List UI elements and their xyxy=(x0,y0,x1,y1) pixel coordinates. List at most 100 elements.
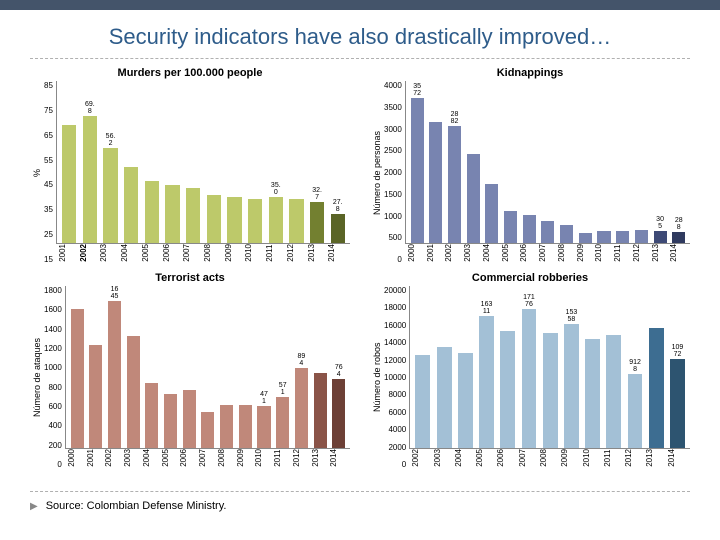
y-axis-label: % xyxy=(30,81,44,264)
bar xyxy=(71,309,84,449)
bar-wrap xyxy=(501,81,520,243)
bar-wrap xyxy=(180,286,199,448)
bar xyxy=(500,331,515,449)
bar xyxy=(83,116,97,243)
bar xyxy=(295,368,308,449)
bar-wrap xyxy=(162,81,183,243)
source-text: Source: Colombian Defense Ministry. xyxy=(46,500,227,512)
bar-wrap: 912 8 xyxy=(624,286,645,448)
bar-wrap: 16 45 xyxy=(105,286,124,448)
bar-wrap xyxy=(483,81,502,243)
bar xyxy=(606,335,621,449)
bar-wrap xyxy=(455,286,476,448)
bar-wrap xyxy=(124,286,143,448)
y-ticks: 8575655545352515 xyxy=(44,81,56,264)
bar xyxy=(239,405,252,448)
bar-value-label: 89 4 xyxy=(297,353,305,367)
bars: 16 4547 157 189 476 4 xyxy=(66,286,350,448)
bar xyxy=(649,328,664,448)
bar-value-label: 47 1 xyxy=(260,391,268,405)
bar xyxy=(145,383,158,448)
bar xyxy=(108,301,121,448)
bar-wrap: 28 82 xyxy=(445,81,464,243)
bar-value-label: 912 8 xyxy=(629,359,641,373)
bar-wrap xyxy=(613,81,632,243)
bar-value-label: 27. 8 xyxy=(333,199,343,213)
bar-wrap xyxy=(646,286,667,448)
chart-body: Número de robos2000018000160001400012000… xyxy=(370,286,690,469)
bar-value-label: 35 72 xyxy=(413,83,421,97)
bar xyxy=(670,359,685,448)
bar xyxy=(248,199,262,243)
bar-wrap: 171 76 xyxy=(518,286,539,448)
bar xyxy=(165,185,179,243)
bar-wrap: 47 1 xyxy=(255,286,274,448)
bar xyxy=(276,397,289,448)
chart-0: Murders per 100.000 people%8575655545352… xyxy=(30,67,350,264)
bar-wrap xyxy=(142,81,163,243)
chart-body: Número de ataques18001600140012001000800… xyxy=(30,286,350,469)
bar-wrap xyxy=(433,286,454,448)
bar xyxy=(672,232,685,244)
bar-wrap: 109 72 xyxy=(667,286,688,448)
bar xyxy=(543,333,558,448)
bar-wrap xyxy=(412,286,433,448)
bar xyxy=(127,336,140,449)
plot-area: 16 4547 157 189 476 4 xyxy=(65,286,350,449)
bar-value-label: 56. 2 xyxy=(106,133,116,147)
bar-wrap: 69. 8 xyxy=(80,81,101,243)
chart-title: Kidnappings xyxy=(370,67,690,79)
charts-grid: Murders per 100.000 people%8575655545352… xyxy=(0,59,720,469)
bar-wrap xyxy=(199,286,218,448)
bars: 35 72 28 82 30 5 28 8 xyxy=(406,81,690,243)
bar xyxy=(579,233,592,243)
bar xyxy=(585,339,600,448)
bar xyxy=(541,221,554,243)
bar xyxy=(437,347,452,448)
bar xyxy=(467,154,480,243)
bar-wrap xyxy=(497,286,518,448)
bar-wrap xyxy=(464,81,483,243)
bar-wrap xyxy=(143,286,162,448)
bar xyxy=(415,355,430,448)
top-bar xyxy=(0,0,720,10)
bar-wrap: 28 8 xyxy=(669,81,688,243)
bar-wrap xyxy=(59,81,80,243)
bar-value-label: 30 5 xyxy=(656,216,664,230)
bar-wrap xyxy=(121,81,142,243)
bar-wrap xyxy=(540,286,561,448)
bar-wrap xyxy=(311,286,330,448)
bar-wrap xyxy=(632,81,651,243)
bar-wrap xyxy=(576,81,595,243)
bar xyxy=(448,126,461,243)
bar-wrap: 32. 7 xyxy=(307,81,328,243)
source-row: ▶ Source: Colombian Defense Ministry. xyxy=(0,492,720,512)
bar-value-label: 28 82 xyxy=(451,111,459,125)
chart-1: KidnappingsNúmero de personas40003500300… xyxy=(370,67,690,264)
bar-value-label: 171 76 xyxy=(523,294,535,308)
y-ticks: 2000018000160001400012000100008000600040… xyxy=(384,286,409,469)
bar xyxy=(628,374,643,448)
bar xyxy=(257,406,270,448)
bar xyxy=(331,214,345,244)
bar-value-label: 109 72 xyxy=(672,344,684,358)
bar xyxy=(635,230,648,243)
bar-wrap: 56. 2 xyxy=(100,81,121,243)
plot-area: 35 72 28 82 30 5 28 8 xyxy=(405,81,690,244)
bar-wrap: 30 5 xyxy=(651,81,670,243)
bar-wrap xyxy=(236,286,255,448)
page-title: Security indicators have also drasticall… xyxy=(0,10,720,58)
bar-wrap xyxy=(68,286,87,448)
x-ticks: 2000200120022003200420052006200720082009… xyxy=(65,449,350,469)
bar xyxy=(201,412,214,448)
bar xyxy=(164,394,177,448)
bar-wrap: 76 4 xyxy=(329,286,348,448)
bar-value-label: 28 8 xyxy=(675,217,683,231)
bar-wrap xyxy=(286,81,307,243)
bar-wrap xyxy=(245,81,266,243)
bar-wrap xyxy=(582,286,603,448)
source-arrow-icon: ▶ xyxy=(30,501,38,512)
bar xyxy=(124,167,138,243)
y-axis-label: Número de personas xyxy=(370,81,384,264)
chart-body: %857565554535251569. 856. 235. 032. 727.… xyxy=(30,81,350,264)
